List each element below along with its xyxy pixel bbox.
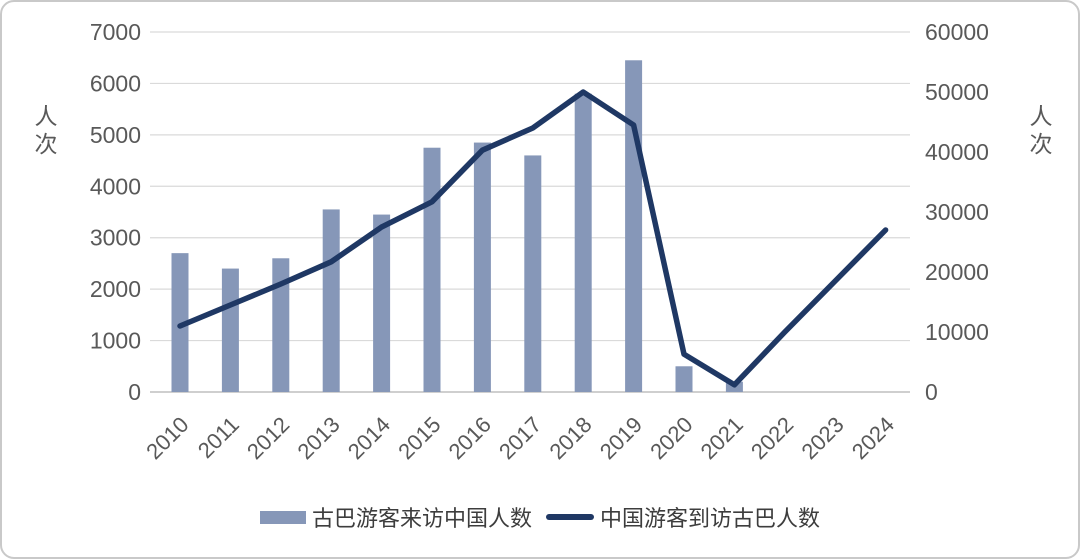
left-axis-tick-label: 3000 (90, 225, 141, 251)
bar-2018 (574, 93, 592, 392)
legend-line-swatch-icon (546, 514, 594, 520)
left-axis-tick-label: 1000 (90, 328, 141, 354)
left-axis-tick-label: 2000 (90, 276, 141, 302)
x-axis-tick-label: 2022 (746, 412, 798, 464)
chart-legend: 古巴游客来访中国人数 中国游客到访古巴人数 (2, 501, 1078, 533)
x-axis-tick-label: 2017 (494, 412, 546, 464)
x-axis-tick-label: 2023 (796, 412, 848, 464)
x-axis-tick-label: 2012 (242, 412, 294, 464)
right-axis-title: 人次 (1029, 103, 1055, 157)
right-axis-tick-label: 40000 (925, 139, 989, 165)
x-axis-tick-label: 2019 (595, 412, 647, 464)
x-axis-tick-label: 2020 (645, 412, 697, 464)
bar-2010 (171, 253, 189, 392)
right-axis-tick-label: 0 (925, 379, 938, 405)
left-axis-tick-label: 4000 (90, 173, 141, 199)
bar-2016 (473, 142, 491, 392)
x-axis-tick-label: 2014 (343, 412, 395, 464)
x-axis-tick-label: 2016 (444, 412, 496, 464)
x-axis-tick-label: 2018 (544, 412, 596, 464)
x-axis-tick-label: 2010 (141, 412, 193, 464)
right-axis-tick-label: 10000 (925, 319, 989, 345)
legend-line-label: 中国游客到访古巴人数 (600, 506, 821, 531)
left-axis-tick-label: 7000 (90, 19, 141, 45)
legend-bar-label: 古巴游客来访中国人数 (311, 506, 532, 531)
x-axis-tick-label: 2015 (393, 412, 445, 464)
left-axis-tick-label: 0 (128, 379, 141, 405)
x-axis-tick-label: 2011 (193, 412, 244, 463)
bar-2015 (423, 147, 441, 392)
x-axis-tick-label: 2013 (292, 412, 344, 464)
bar-2014 (373, 214, 391, 392)
bar-2020 (675, 366, 693, 392)
bar-2013 (322, 209, 340, 392)
x-axis-tick-label: 2021 (696, 412, 748, 464)
line-series (177, 89, 889, 388)
left-axis-tick-label: 6000 (90, 70, 141, 96)
x-axis-tick-label: 2024 (847, 412, 899, 464)
bar-2011 (221, 268, 239, 392)
right-axis-tick-label: 30000 (925, 199, 989, 225)
right-axis-tick-label: 20000 (925, 259, 989, 285)
bar-2019 (625, 60, 643, 393)
left-axis-title: 人次 (34, 103, 60, 157)
bar-2017 (524, 155, 542, 392)
right-axis-tick-label: 50000 (925, 79, 989, 105)
left-axis-tick-label: 5000 (90, 122, 141, 148)
right-axis-tick-label: 60000 (925, 19, 989, 45)
bar-2012 (272, 258, 290, 392)
legend-bar-swatch-icon (259, 510, 306, 524)
